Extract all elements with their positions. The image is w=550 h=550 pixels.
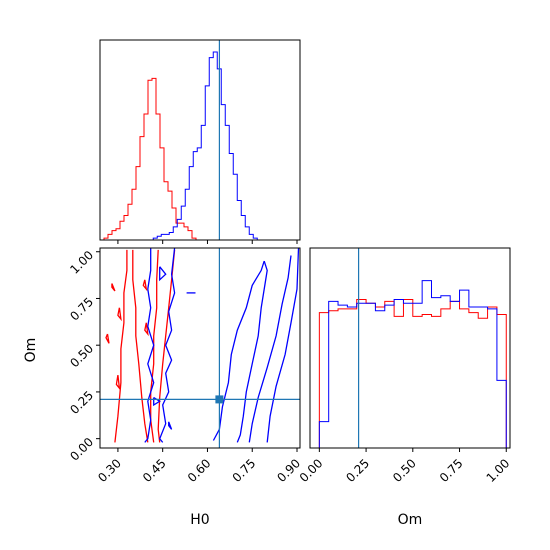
contour-line-series-0 bbox=[150, 249, 159, 443]
x-tick-label: 0.00 bbox=[297, 456, 326, 485]
y-tick-label: 0.00 bbox=[67, 435, 96, 464]
contour-line-series-1 bbox=[158, 248, 176, 443]
contour-line-series-1 bbox=[212, 260, 265, 441]
x-tick-label: 0.90 bbox=[274, 456, 303, 485]
x-tick-label: 0.30 bbox=[95, 456, 124, 485]
x-axis-title-om: Om bbox=[398, 512, 423, 528]
axes-frame bbox=[99, 39, 301, 241]
histogram-series-1 bbox=[149, 51, 262, 240]
y-tick-label: 1.00 bbox=[67, 248, 96, 277]
histogram-series-0 bbox=[318, 298, 507, 448]
contour-line-series-0 bbox=[132, 249, 149, 443]
contour-line-series-1 bbox=[236, 260, 268, 443]
x-tick-label: 0.50 bbox=[390, 456, 419, 485]
axes-frame bbox=[99, 247, 301, 449]
contour-line-series-0 bbox=[144, 322, 149, 337]
x-axis-title-h0: H0 bbox=[190, 512, 209, 528]
contour-line-series-1 bbox=[168, 421, 173, 430]
histogram-series-0 bbox=[100, 77, 200, 240]
x-tick-label: 0.25 bbox=[343, 456, 372, 485]
truth-marker bbox=[215, 395, 224, 404]
contour-line-series-0 bbox=[117, 307, 122, 322]
contour-line-series-1 bbox=[144, 248, 155, 443]
y-tick-label: 0.25 bbox=[67, 388, 96, 417]
contour-line-series-0 bbox=[114, 249, 128, 443]
x-tick-label: 0.60 bbox=[185, 456, 214, 485]
contour-line-series-0 bbox=[105, 333, 110, 344]
histogram-series-1 bbox=[318, 280, 507, 448]
axes-frame bbox=[309, 247, 511, 449]
h0-om-contour-panel: 0.30 0.45 0.60 0.75 0.90 0.00 0.25 0.50 0.75 1.00 bbox=[67, 247, 303, 485]
x-tick-label: 0.45 bbox=[140, 456, 169, 485]
x-tick-label: 0.75 bbox=[437, 456, 466, 485]
contour-line-series-1 bbox=[159, 266, 167, 282]
contour-line-series-0 bbox=[142, 279, 148, 292]
contour-line-series-1 bbox=[248, 255, 292, 443]
contour-line-series-0 bbox=[157, 249, 176, 443]
om-histogram-panel: 0.00 0.25 0.50 0.75 1.00 bbox=[297, 247, 513, 485]
h0-histogram-panel bbox=[99, 39, 301, 244]
y-axis-title-om: Om bbox=[23, 338, 39, 363]
x-tick-label: 1.00 bbox=[484, 456, 513, 485]
contour-line-series-0 bbox=[115, 374, 121, 391]
x-tick-label: 0.75 bbox=[230, 456, 259, 485]
contour-line-series-1 bbox=[266, 248, 300, 443]
contour-line-series-0 bbox=[111, 283, 116, 292]
y-tick-label: 0.75 bbox=[67, 295, 96, 324]
y-tick-label: 0.50 bbox=[67, 341, 96, 370]
